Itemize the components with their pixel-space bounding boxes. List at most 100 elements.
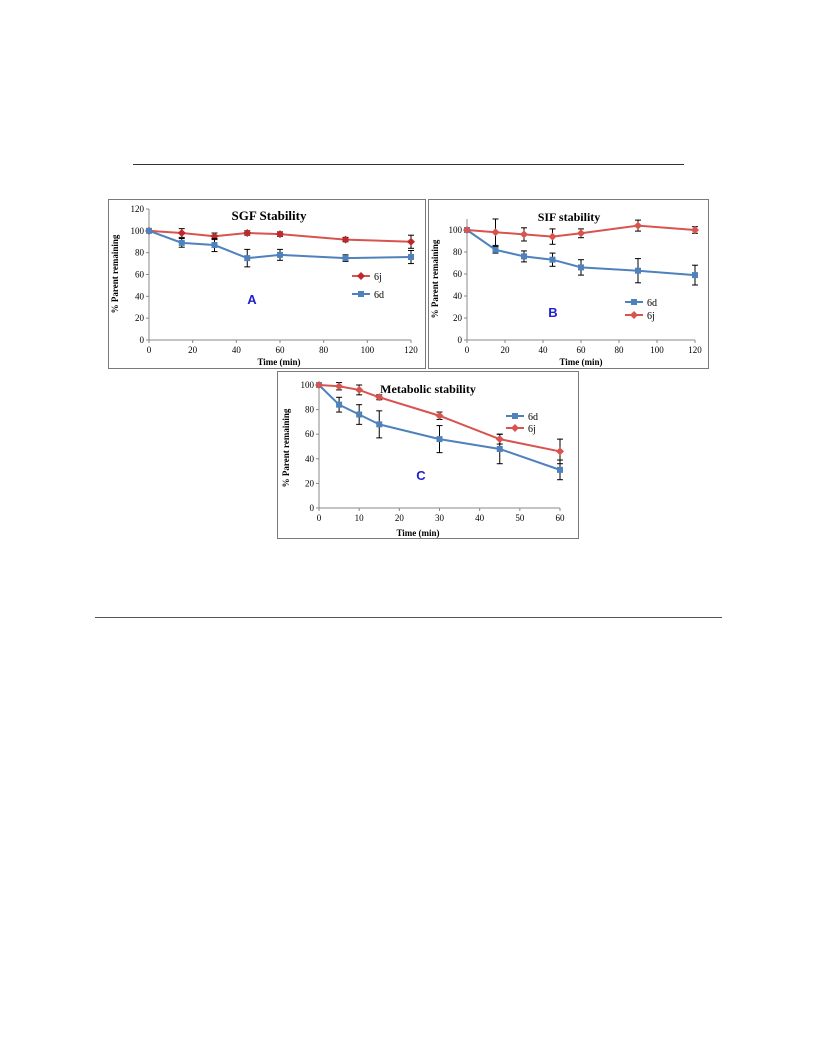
- data-point: [355, 385, 364, 394]
- y-tick-label: 80: [305, 405, 315, 415]
- sgf-stability-chart: 0 20 40 60 80 100 120 0 20 40 60 80 100 120 Time (min)…: [108, 199, 426, 369]
- x-tick-label: 30: [435, 513, 445, 523]
- x-tick-label: 120: [688, 345, 702, 355]
- legend-entry-6j: 6j: [506, 424, 536, 435]
- data-point: [634, 221, 642, 230]
- x-tick-label: 0: [317, 513, 322, 523]
- y-tick-label: 60: [305, 429, 315, 439]
- series-6j: [315, 381, 564, 465]
- data-point: [315, 381, 323, 389]
- legend-marker: [511, 424, 519, 432]
- y-tick-label: 60: [453, 269, 463, 279]
- data-point: [577, 229, 585, 238]
- data-point: [578, 264, 584, 271]
- legend-entry-6d: 6d: [625, 298, 657, 309]
- series-6j: [463, 218, 699, 246]
- data-point: [210, 232, 219, 241]
- x-axis-label: Time (min): [257, 357, 300, 367]
- x-tick-label: 20: [188, 345, 198, 355]
- chart-title: Metabolic stability: [380, 382, 476, 396]
- data-point: [376, 421, 383, 428]
- y-axis-label: % Parent remaining: [110, 234, 120, 313]
- y-axis-label: % Parent remaining: [281, 408, 291, 487]
- panel-letter: C: [416, 468, 426, 483]
- data-point: [342, 255, 349, 262]
- data-point: [548, 232, 557, 241]
- legend-marker: [630, 311, 638, 319]
- data-point: [356, 411, 363, 418]
- data-point: [408, 254, 414, 261]
- data-point: [178, 239, 185, 246]
- y-tick-label: 40: [453, 291, 463, 301]
- data-point: [211, 242, 218, 249]
- y-tick-label: 0: [140, 335, 145, 345]
- sif-stability-plot: 0 20 40 60 80 100 0 20 40 60 80 100 120 Time (min) % P…: [430, 210, 702, 367]
- x-tick-label: 20: [395, 513, 405, 523]
- x-tick-label: 0: [465, 345, 470, 355]
- x-tick-label: 100: [650, 345, 664, 355]
- x-tick-label: 60: [556, 513, 566, 523]
- data-point: [557, 466, 563, 473]
- data-point: [692, 272, 698, 279]
- data-point: [520, 230, 528, 239]
- data-point: [277, 251, 283, 258]
- series-6d: [146, 227, 414, 268]
- y-tick-label: 80: [453, 247, 463, 257]
- x-tick-label: 10: [355, 513, 365, 523]
- x-tick-label: 40: [232, 345, 242, 355]
- legend-marker: [357, 272, 365, 280]
- series-6d: [464, 227, 698, 286]
- y-tick-label: 100: [301, 380, 315, 390]
- panel-letter: A: [247, 292, 257, 307]
- data-point: [177, 229, 186, 238]
- chart-title: SGF Stability: [231, 208, 307, 223]
- series-6j: [145, 226, 415, 249]
- legend-label: 6d: [528, 412, 538, 423]
- x-tick-label: 0: [147, 345, 152, 355]
- data-point: [436, 436, 443, 443]
- data-point: [341, 235, 350, 244]
- data-point: [463, 226, 471, 234]
- legend-entry-6j: 6j: [352, 272, 382, 283]
- data-point: [435, 411, 444, 420]
- x-tick-label: 120: [404, 345, 418, 355]
- data-point: [407, 237, 415, 246]
- data-point: [635, 267, 641, 274]
- legend-entry-6d: 6d: [352, 290, 384, 301]
- legend-marker: [512, 413, 518, 419]
- data-point: [549, 256, 556, 263]
- y-tick-label: 40: [135, 291, 145, 301]
- legend-label: 6d: [374, 290, 384, 301]
- data-point: [556, 447, 564, 456]
- metabolic-stability-chart: 0 20 40 60 80 100 0 10 20 30 40 50 60 Time (min) % Par…: [277, 371, 579, 539]
- y-axis-label: % Parent remaining: [430, 239, 440, 318]
- metabolic-stability-plot: 0 20 40 60 80 100 0 10 20 30 40 50 60 Time (min) % Par…: [281, 380, 566, 538]
- data-point: [496, 445, 503, 452]
- y-tick-label: 80: [135, 248, 145, 258]
- y-tick-label: 20: [135, 313, 145, 323]
- legend-marker: [358, 291, 364, 297]
- x-tick-label: 60: [276, 345, 286, 355]
- y-tick-label: 40: [305, 454, 315, 464]
- y-tick-label: 100: [131, 226, 145, 236]
- y-tick-label: 20: [305, 478, 315, 488]
- data-point: [691, 226, 699, 234]
- data-point: [491, 228, 500, 237]
- data-point: [521, 253, 527, 260]
- x-axis-label: Time (min): [559, 357, 602, 367]
- data-point: [276, 230, 284, 239]
- data-point: [495, 435, 504, 444]
- legend-label: 6d: [647, 298, 657, 309]
- y-tick-label: 60: [135, 270, 145, 280]
- x-tick-label: 20: [501, 345, 511, 355]
- x-tick-label: 80: [319, 345, 329, 355]
- data-point: [492, 246, 499, 253]
- x-tick-label: 80: [615, 345, 625, 355]
- sgf-stability-plot: 0 20 40 60 80 100 120 0 20 40 60 80 100 120 Time (min)…: [110, 204, 418, 367]
- legend-label: 6j: [647, 311, 655, 322]
- data-point: [146, 227, 152, 234]
- data-point: [244, 255, 251, 262]
- data-point: [335, 382, 344, 391]
- y-tick-label: 100: [449, 225, 463, 235]
- panel-letter: B: [548, 305, 557, 320]
